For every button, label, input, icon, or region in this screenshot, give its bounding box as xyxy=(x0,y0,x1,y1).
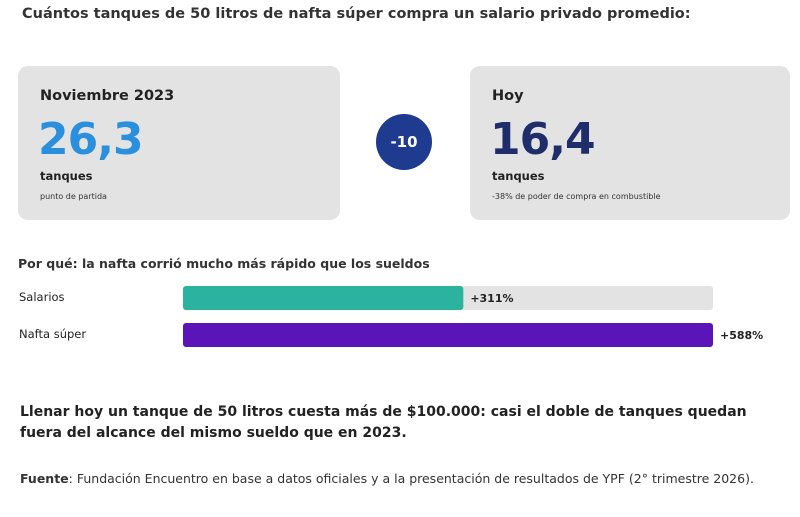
conclusion-text: Llenar hoy un tanque de 50 litros cuesta… xyxy=(20,404,747,441)
card-label: Hoy xyxy=(492,88,524,104)
unit-label: tanques xyxy=(492,169,545,183)
bar-svg-nafta: +588% xyxy=(183,323,763,347)
bar-salarios xyxy=(183,286,464,310)
chart-subheading: Por qué: la nafta corrió mucho más rápid… xyxy=(18,256,430,271)
big-value: 16,4 xyxy=(490,114,596,165)
bar-category-label: Salarios xyxy=(19,290,65,304)
source-text: : Fundación Encuentro en base a datos of… xyxy=(68,471,754,486)
bar-value-label: +588% xyxy=(720,329,763,342)
card-note: -38% de poder de compra en combustible xyxy=(492,192,661,201)
bar-row-salarios: Salarios +311% xyxy=(0,285,800,311)
chart-heading: Cuántos tanques de 50 litros de nafta sú… xyxy=(22,6,691,22)
source-label: Fuente xyxy=(20,471,69,486)
source-note: Fuente: Fundación Encuentro en base a da… xyxy=(20,470,780,488)
card-label: Noviembre 2023 xyxy=(40,88,175,104)
card-today: Hoy 16,4 tanques -38% de poder de compra… xyxy=(470,66,790,220)
bar-value-label: +311% xyxy=(470,292,513,305)
card-november-2023: Noviembre 2023 26,3 tanques punto de par… xyxy=(18,66,340,220)
bar-nafta xyxy=(183,323,713,347)
big-value: 26,3 xyxy=(38,114,144,165)
bar-svg-salarios: +311% xyxy=(183,286,713,310)
unit-label: tanques xyxy=(40,169,93,183)
bar-category-label: Nafta súper xyxy=(19,327,87,341)
card-note: punto de partida xyxy=(40,192,107,201)
difference-badge: -10 xyxy=(376,114,432,170)
bar-row-nafta: Nafta súper +588% xyxy=(0,322,800,348)
